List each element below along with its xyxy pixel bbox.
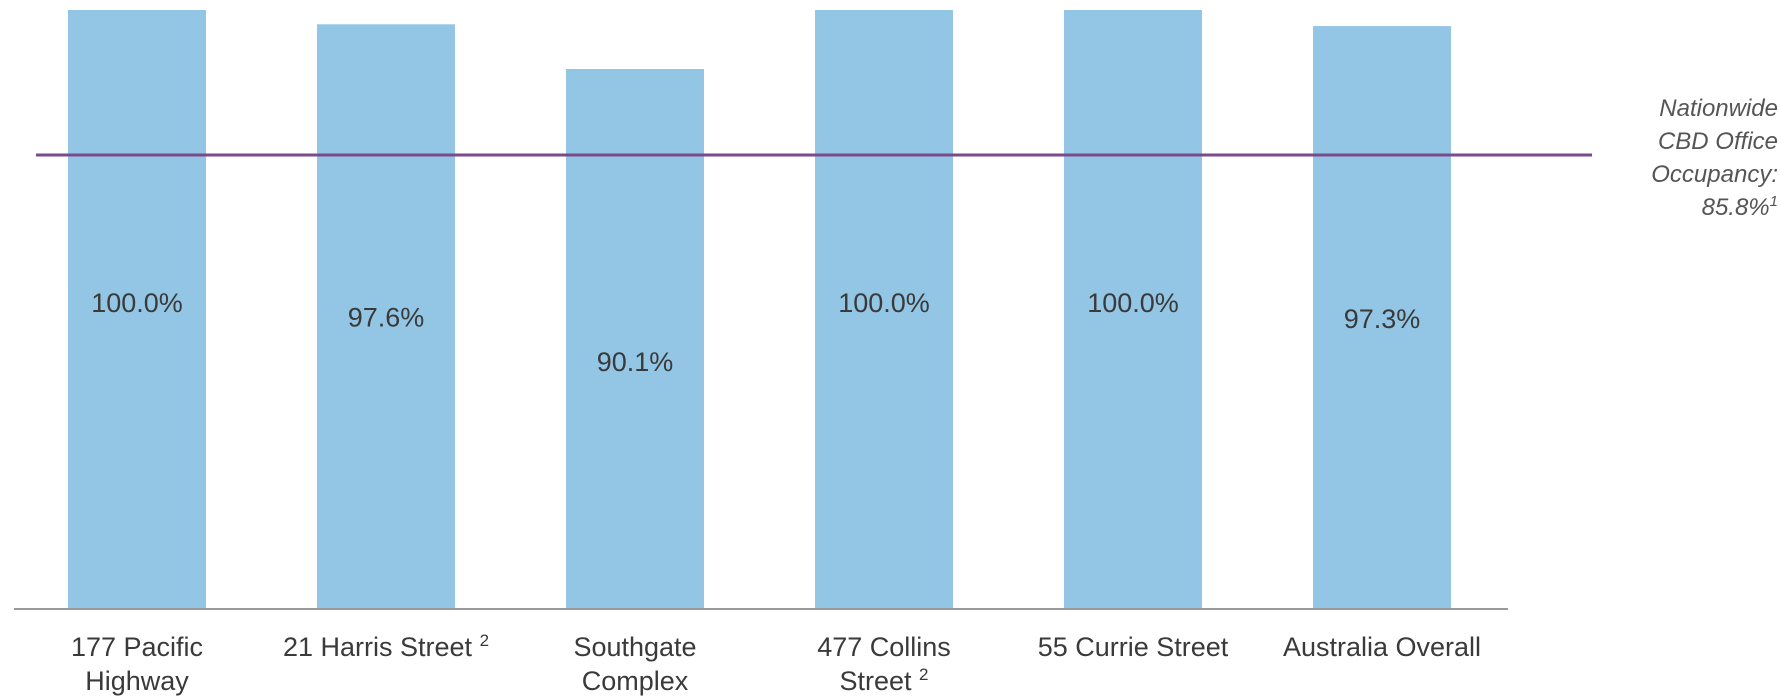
reference-line-annotation: Nationwide CBD Office Occupancy: 85.8%1 (1582, 92, 1778, 224)
category-label-text: 55 Currie Street (1037, 632, 1229, 662)
data-labels-layer: 100.0% 97.6% 90.1% 100.0% 100.0% 97.3% (91, 288, 1420, 377)
reference-label-line: Occupancy: (1651, 161, 1778, 188)
reference-label-line: CBD Office (1657, 128, 1778, 155)
category-label-text: 477 Collins Street (817, 632, 951, 696)
category-label-text: 21 Harris Street (282, 632, 473, 662)
category-footnote-marker: 2 (479, 631, 490, 650)
category-label-text: Southgate Complex (573, 632, 697, 696)
bar (566, 69, 704, 609)
reference-label-line: Nationwide (1659, 95, 1778, 122)
category-footnote-marker: 2 (919, 665, 929, 684)
bar (317, 24, 455, 609)
category-label: Australia Overall (1262, 630, 1502, 664)
category-label-text: Australia Overall (1282, 632, 1482, 662)
category-label: 177 Pacific Highway (52, 630, 222, 698)
bars-layer (68, 10, 1451, 610)
bar-value-label: 97.3% (1344, 304, 1421, 334)
category-label: Southgate Complex (550, 630, 720, 698)
category-label: 477 Collins Street 2 (799, 630, 969, 698)
reference-value-line: 85.8%1 (1582, 191, 1778, 224)
bar-value-label: 100.0% (91, 288, 183, 318)
reference-value: 85.8% (1701, 194, 1770, 221)
bar (1064, 10, 1202, 609)
reference-footnote-marker: 1 (1769, 193, 1778, 210)
bar-value-label: 100.0% (838, 288, 930, 318)
bar-value-label: 97.6% (348, 302, 425, 332)
category-label-text: 177 Pacific Highway (70, 632, 204, 696)
category-label: 55 Currie Street (1013, 630, 1253, 664)
bar (68, 10, 206, 609)
category-label: 21 Harris Street 2 (266, 630, 506, 664)
bar (1313, 26, 1451, 610)
bar-value-label: 100.0% (1087, 288, 1179, 318)
bar (815, 10, 953, 609)
bar-value-label: 90.1% (597, 347, 674, 377)
